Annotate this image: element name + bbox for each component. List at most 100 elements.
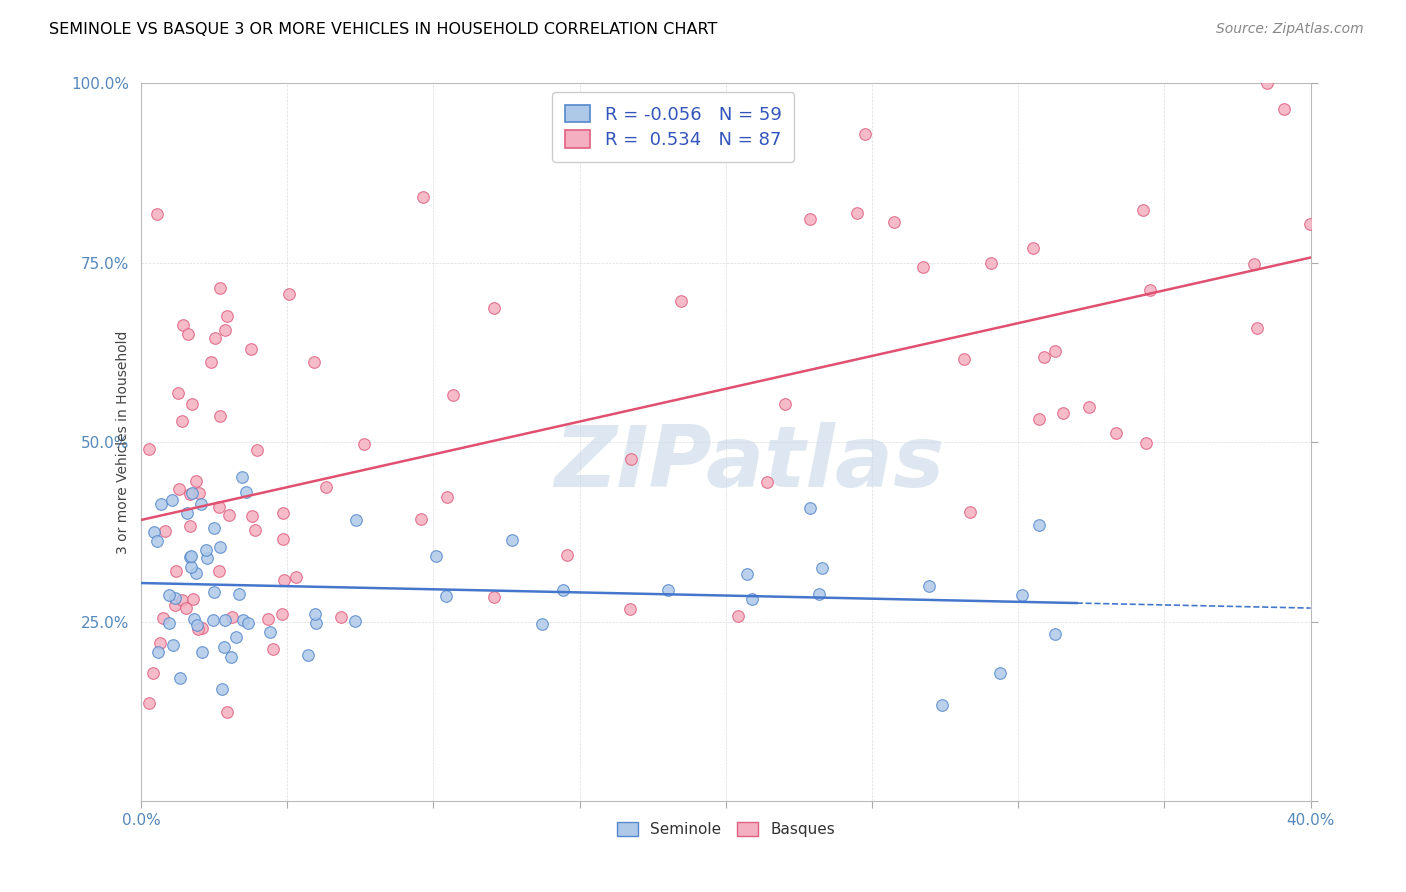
Point bbox=[799, 500, 821, 515]
Point bbox=[501, 533, 523, 547]
Point bbox=[484, 590, 506, 604]
Point bbox=[179, 549, 201, 564]
Point bbox=[669, 294, 692, 309]
Point bbox=[194, 543, 217, 558]
Point bbox=[931, 698, 953, 713]
Point bbox=[138, 696, 160, 710]
Point bbox=[146, 644, 169, 658]
Point bbox=[165, 591, 187, 605]
Point bbox=[1299, 218, 1322, 232]
Point bbox=[741, 592, 763, 607]
Point bbox=[1105, 426, 1128, 441]
Text: SEMINOLE VS BASQUE 3 OR MORE VEHICLES IN HOUSEHOLD CORRELATION CHART: SEMINOLE VS BASQUE 3 OR MORE VEHICLES IN… bbox=[49, 22, 717, 37]
Point bbox=[302, 355, 325, 369]
Point bbox=[436, 490, 458, 504]
Point bbox=[200, 355, 222, 369]
Point bbox=[204, 585, 226, 599]
Point bbox=[853, 127, 876, 141]
Point bbox=[162, 638, 184, 652]
Point bbox=[346, 512, 368, 526]
Point bbox=[1028, 411, 1050, 425]
Point bbox=[170, 414, 193, 428]
Point bbox=[212, 640, 235, 654]
Point bbox=[217, 705, 239, 719]
Point bbox=[246, 443, 269, 458]
Point bbox=[157, 588, 180, 602]
Point bbox=[1139, 283, 1161, 297]
Point bbox=[180, 549, 202, 564]
Point bbox=[146, 207, 169, 221]
Point bbox=[1132, 203, 1154, 218]
Point bbox=[218, 508, 240, 522]
Point bbox=[1256, 77, 1278, 91]
Legend: Seminole, Basques: Seminole, Basques bbox=[610, 816, 841, 844]
Point bbox=[172, 318, 194, 333]
Point bbox=[1032, 350, 1054, 364]
Point bbox=[262, 641, 284, 656]
Point bbox=[170, 593, 193, 607]
Text: ZIPatlas: ZIPatlas bbox=[554, 422, 945, 505]
Point bbox=[155, 524, 177, 538]
Point bbox=[179, 487, 201, 501]
Point bbox=[530, 616, 553, 631]
Point bbox=[219, 650, 242, 665]
Point bbox=[1028, 518, 1050, 533]
Point bbox=[409, 512, 432, 526]
Point bbox=[243, 524, 266, 538]
Point bbox=[183, 591, 205, 606]
Point bbox=[169, 671, 191, 685]
Point bbox=[1043, 344, 1066, 359]
Point bbox=[214, 614, 236, 628]
Point bbox=[1045, 627, 1067, 641]
Point bbox=[191, 645, 214, 659]
Point bbox=[190, 497, 212, 511]
Point bbox=[810, 561, 832, 575]
Point bbox=[177, 327, 200, 342]
Point bbox=[434, 589, 457, 603]
Point bbox=[149, 636, 172, 650]
Point bbox=[183, 612, 205, 626]
Point bbox=[143, 524, 166, 539]
Point bbox=[912, 260, 935, 274]
Point bbox=[1052, 406, 1074, 420]
Point bbox=[186, 617, 208, 632]
Point bbox=[232, 613, 254, 627]
Point bbox=[271, 607, 294, 622]
Point bbox=[202, 521, 225, 535]
Point bbox=[980, 255, 1002, 269]
Point bbox=[284, 570, 307, 584]
Point bbox=[620, 452, 643, 467]
Point bbox=[273, 507, 295, 521]
Point bbox=[918, 579, 941, 593]
Point bbox=[441, 387, 464, 401]
Point bbox=[211, 681, 233, 696]
Point bbox=[145, 533, 167, 548]
Point bbox=[181, 486, 204, 500]
Point bbox=[305, 615, 328, 630]
Point bbox=[1135, 435, 1157, 450]
Point bbox=[238, 615, 260, 630]
Point bbox=[225, 630, 247, 644]
Point bbox=[808, 587, 831, 601]
Point bbox=[214, 323, 236, 337]
Point bbox=[150, 497, 173, 511]
Point bbox=[988, 665, 1011, 680]
Point bbox=[187, 485, 209, 500]
Point bbox=[166, 386, 188, 401]
Point bbox=[221, 610, 243, 624]
Point bbox=[953, 351, 976, 366]
Point bbox=[297, 648, 319, 662]
Point bbox=[179, 519, 201, 533]
Point bbox=[412, 190, 434, 204]
Point bbox=[273, 573, 295, 587]
Point bbox=[883, 214, 905, 228]
Point bbox=[165, 564, 187, 578]
Point bbox=[353, 437, 375, 451]
Point bbox=[1243, 257, 1265, 271]
Point bbox=[271, 532, 294, 546]
Point bbox=[799, 211, 821, 226]
Point bbox=[555, 548, 578, 562]
Point bbox=[425, 549, 447, 564]
Point bbox=[259, 624, 281, 639]
Point bbox=[184, 566, 207, 580]
